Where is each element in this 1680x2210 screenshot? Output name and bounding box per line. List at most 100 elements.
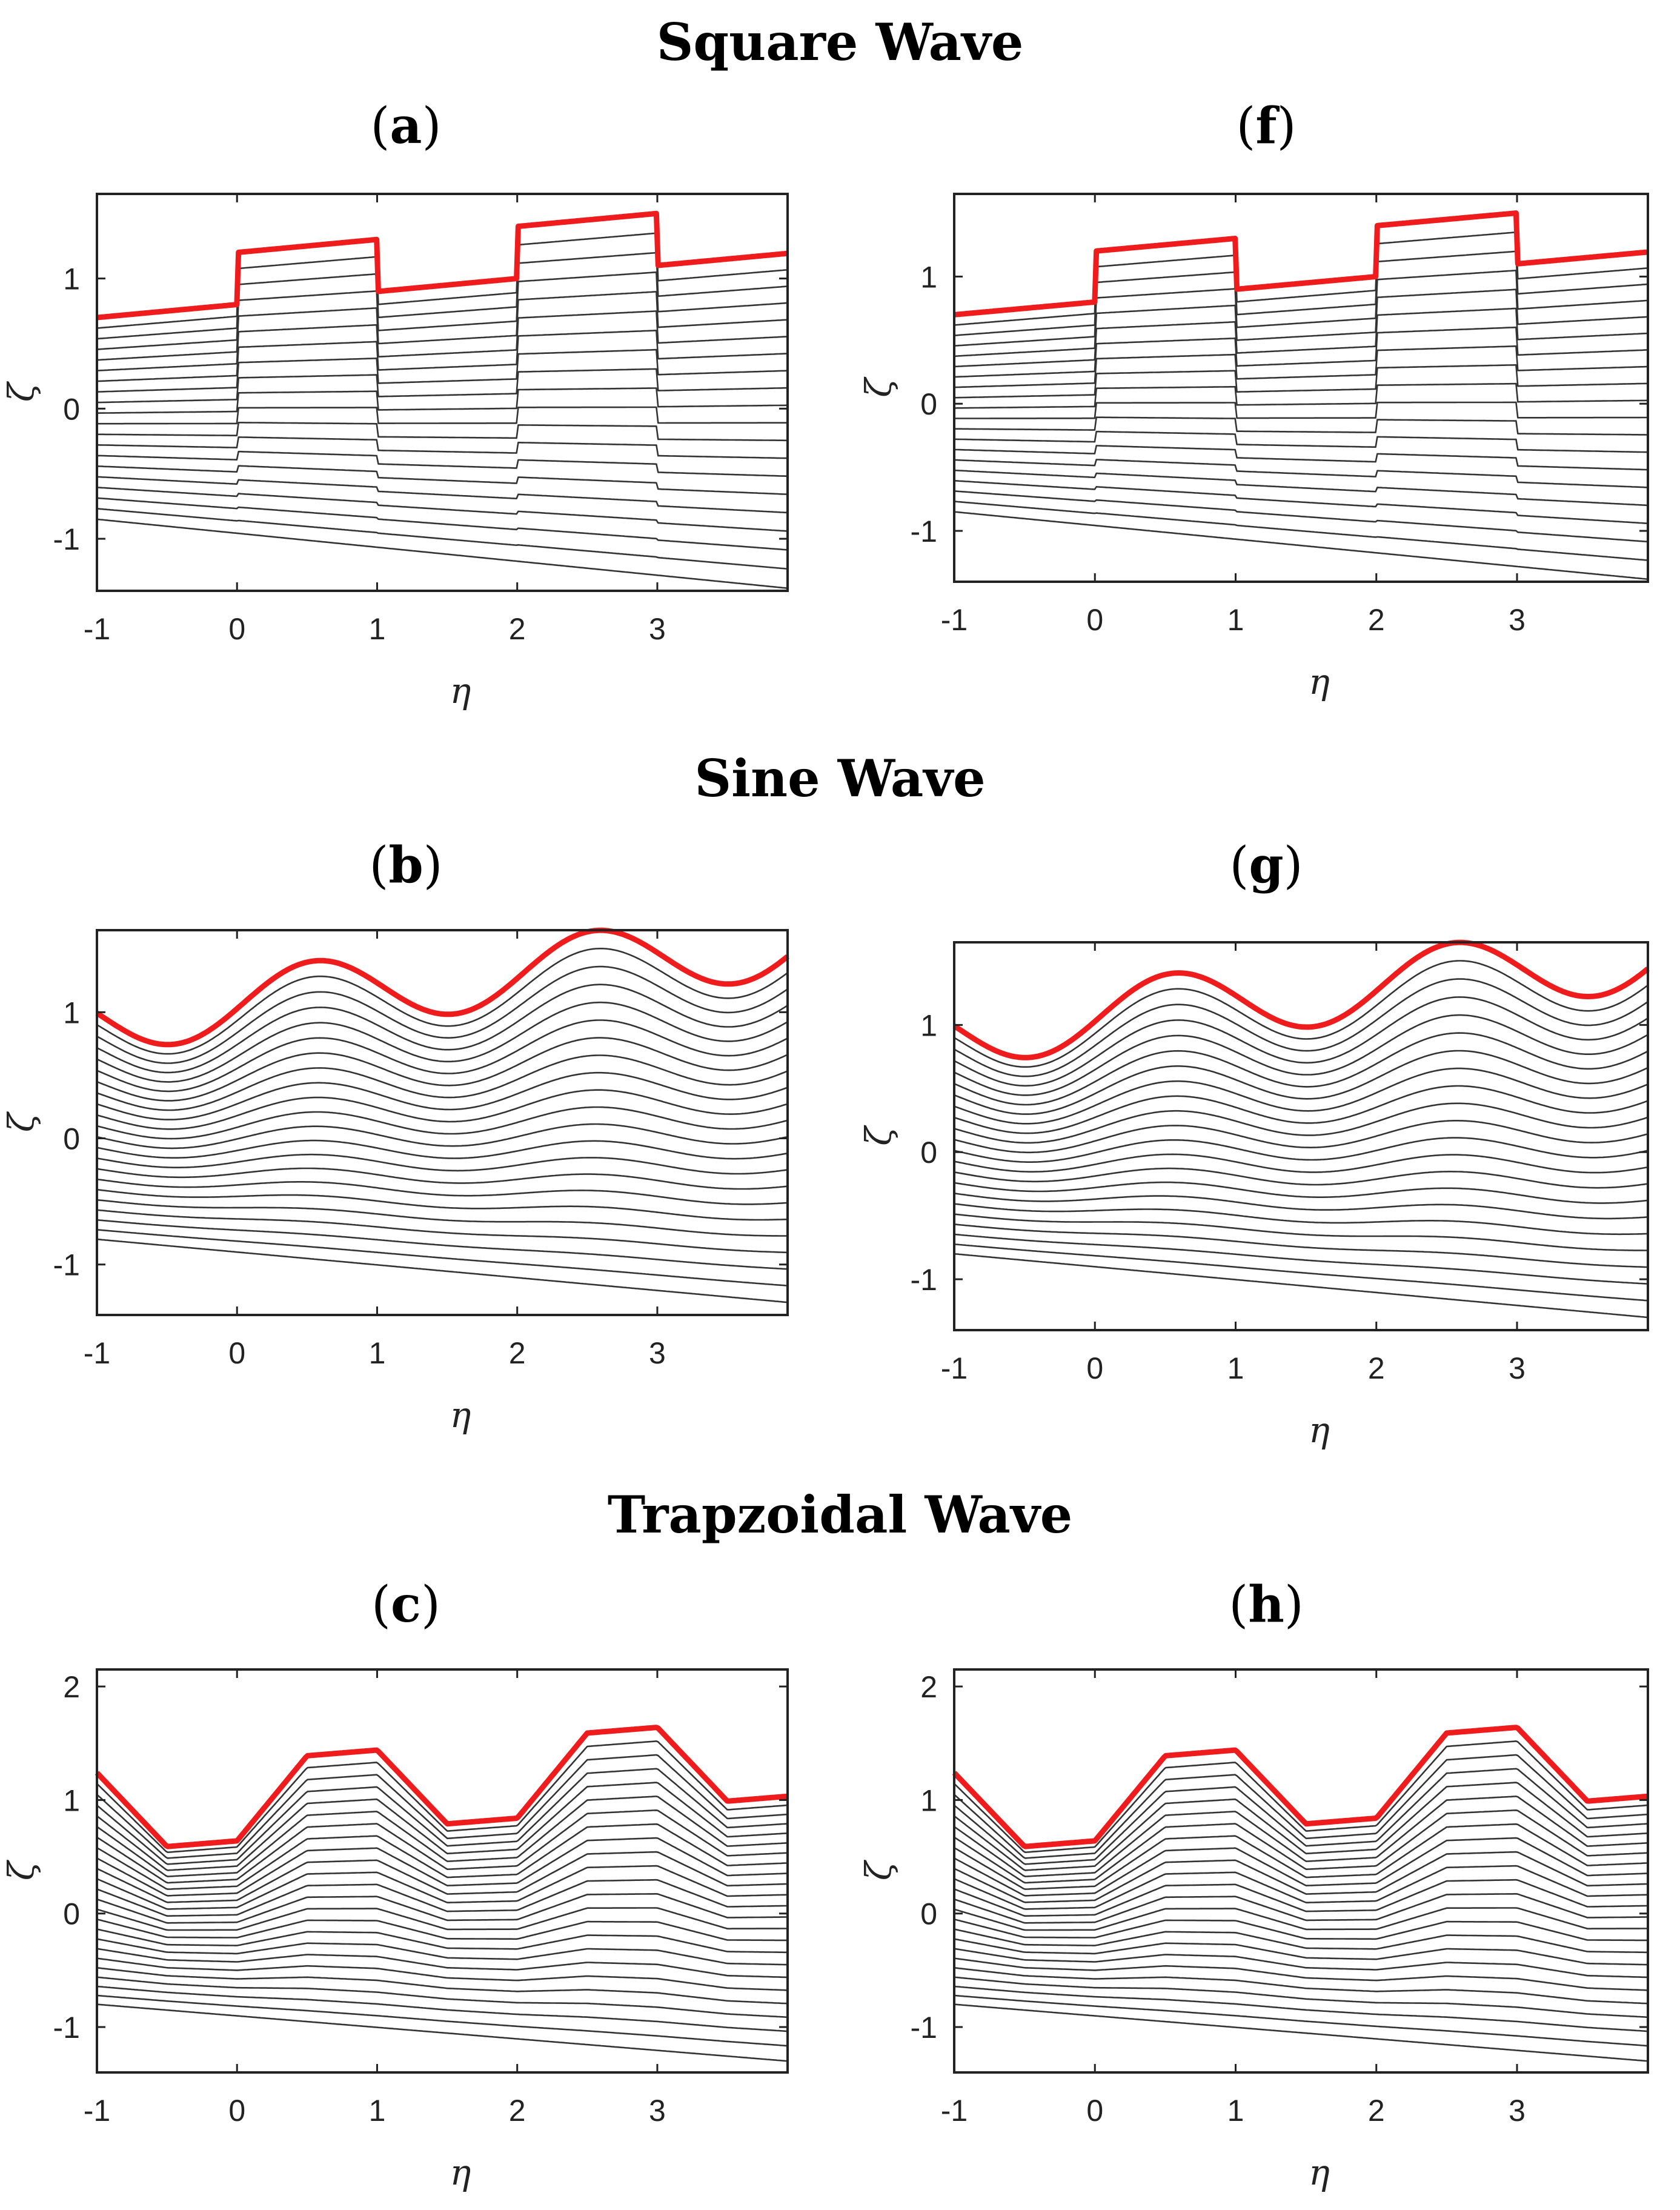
curve-b-1 bbox=[96, 1229, 788, 1286]
x-tick-label-h-4: 3 bbox=[1509, 2094, 1526, 2128]
curve-a-18 bbox=[96, 232, 788, 329]
x-axis-label-b: η bbox=[450, 1394, 471, 1436]
curve-c-11 bbox=[96, 1893, 788, 1924]
x-tick-label-c-1: 0 bbox=[228, 2094, 245, 2128]
y-tick-label-h-1: 0 bbox=[920, 1897, 937, 1931]
curve-h-22 bbox=[954, 1740, 1648, 1853]
curve-a-9 bbox=[97, 406, 788, 425]
curve-h-1 bbox=[954, 1994, 1648, 2047]
x-axis-label-f: η bbox=[1309, 661, 1330, 702]
curve-b-9 bbox=[96, 1139, 788, 1160]
curve-c-15 bbox=[96, 1837, 788, 1897]
y-tick-label-c-2: 1 bbox=[63, 1783, 80, 1817]
x-tick-label-c-4: 3 bbox=[649, 2094, 666, 2128]
curve-g-6 bbox=[954, 1193, 1648, 1220]
curve-b-4 bbox=[96, 1199, 788, 1237]
y-tick-label-c-3: 2 bbox=[63, 1670, 80, 1704]
x-tick-label-b-4: 3 bbox=[649, 1336, 666, 1370]
curve-a-8 bbox=[96, 422, 788, 442]
curve-h-9 bbox=[954, 1918, 1648, 1942]
panel-label-f: (f) bbox=[1236, 97, 1297, 155]
curve-a-0 bbox=[96, 518, 788, 589]
plot-frame-a bbox=[96, 193, 789, 592]
highlight-curve-g bbox=[952, 939, 1650, 1060]
curve-a-11 bbox=[96, 368, 788, 404]
y-tick-label-a-1: 0 bbox=[63, 392, 80, 426]
x-tick-label-c-3: 2 bbox=[509, 2094, 526, 2128]
y-axis-label-h: ζ bbox=[858, 1859, 899, 1880]
curves-b bbox=[95, 927, 789, 1303]
section-title-trapezoidal: Trapzoidal Wave bbox=[607, 1485, 1073, 1545]
x-tick-label-g-3: 2 bbox=[1368, 1351, 1385, 1385]
curve-f-10 bbox=[954, 382, 1648, 409]
curve-f-16 bbox=[954, 270, 1648, 347]
curve-g-0 bbox=[954, 1253, 1648, 1319]
curve-f-7 bbox=[954, 430, 1648, 453]
curve-g-20 bbox=[954, 960, 1648, 1068]
curve-h-5 bbox=[954, 1957, 1648, 1991]
curves-a bbox=[96, 210, 789, 589]
curve-c-18 bbox=[96, 1796, 788, 1877]
y-tick-label-a-0: -1 bbox=[53, 522, 80, 556]
curve-f-9 bbox=[954, 401, 1648, 419]
highlight-curve-b bbox=[95, 927, 789, 1048]
curve-h-13 bbox=[954, 1865, 1648, 1910]
x-axis-label-g: η bbox=[1309, 1410, 1330, 1451]
curve-f-4 bbox=[954, 469, 1648, 507]
curve-b-20 bbox=[96, 948, 788, 1055]
curve-b-6 bbox=[96, 1178, 788, 1205]
y-tick-label-c-1: 0 bbox=[63, 1897, 80, 1931]
curve-h-15 bbox=[954, 1837, 1648, 1897]
y-tick-label-g-2: 1 bbox=[920, 1008, 937, 1042]
curve-g-5 bbox=[954, 1203, 1648, 1236]
curves-g bbox=[952, 939, 1650, 1319]
curve-a-12 bbox=[96, 348, 788, 393]
x-tick-label-h-3: 2 bbox=[1368, 2094, 1385, 2128]
curve-b-17 bbox=[96, 1001, 788, 1083]
panel-label-h: (h) bbox=[1229, 1576, 1304, 1634]
curve-g-17 bbox=[954, 1014, 1648, 1096]
x-tick-label-h-2: 1 bbox=[1227, 2094, 1244, 2128]
section-title-square: Square Wave bbox=[656, 12, 1024, 72]
curve-f-1 bbox=[954, 501, 1648, 561]
y-axis-label-g: ζ bbox=[858, 1125, 899, 1146]
curve-b-3 bbox=[96, 1209, 788, 1254]
curve-c-13 bbox=[96, 1865, 788, 1910]
curve-f-17 bbox=[954, 250, 1648, 336]
x-tick-label-b-0: -1 bbox=[84, 1336, 110, 1370]
curve-g-19 bbox=[954, 978, 1648, 1077]
y-tick-label-f-1: 0 bbox=[920, 387, 937, 421]
curve-c-3 bbox=[96, 1976, 788, 2019]
curve-h-18 bbox=[954, 1796, 1648, 1877]
curve-f-18 bbox=[954, 231, 1648, 326]
x-axis-label-a: η bbox=[450, 670, 471, 711]
panel-label-a: (a) bbox=[370, 97, 442, 155]
curve-c-1 bbox=[96, 1994, 788, 2047]
y-tick-label-h-0: -1 bbox=[911, 2011, 937, 2045]
curves-h bbox=[952, 1725, 1649, 2062]
curve-c-22 bbox=[96, 1740, 788, 1853]
y-axis-label-a: ζ bbox=[1, 381, 42, 402]
curve-b-18 bbox=[96, 984, 788, 1074]
x-tick-label-a-1: 0 bbox=[228, 612, 245, 646]
curve-a-2 bbox=[96, 497, 788, 551]
x-tick-label-f-0: -1 bbox=[941, 603, 968, 637]
curve-h-12 bbox=[954, 1879, 1648, 1917]
curve-f-13 bbox=[954, 326, 1648, 378]
curve-b-19 bbox=[96, 965, 788, 1064]
curves-f bbox=[953, 210, 1649, 581]
highlight-curve-a bbox=[96, 210, 789, 321]
curve-g-8 bbox=[954, 1167, 1648, 1189]
curve-c-0 bbox=[96, 2003, 788, 2062]
x-tick-label-b-1: 0 bbox=[228, 1336, 245, 1370]
highlight-curve-h bbox=[952, 1725, 1649, 1849]
x-tick-label-g-0: -1 bbox=[941, 1351, 968, 1385]
curve-b-5 bbox=[96, 1188, 788, 1221]
curve-a-7 bbox=[96, 436, 788, 459]
x-tick-label-g-2: 1 bbox=[1227, 1351, 1244, 1385]
y-axis-label-b: ζ bbox=[1, 1111, 42, 1132]
highlight-curve-f bbox=[953, 210, 1649, 318]
